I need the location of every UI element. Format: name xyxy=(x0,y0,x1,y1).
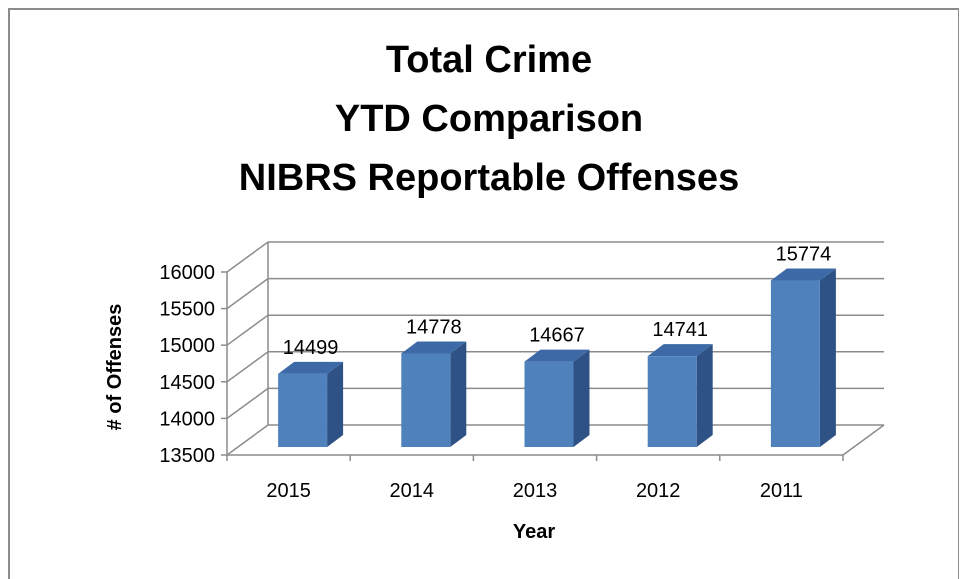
x-tick-labels: 2015 2014 2013 2012 2011 xyxy=(266,480,803,502)
chart-title-line-2: YTD Comparison xyxy=(335,98,643,140)
y-tick-label: 15500 xyxy=(159,299,215,321)
y-tick-label: 15000 xyxy=(159,335,215,357)
bar-side xyxy=(450,341,467,447)
bars xyxy=(278,268,836,447)
bar xyxy=(524,349,590,447)
bar-side xyxy=(819,268,836,447)
bar-side xyxy=(573,349,590,447)
bar-top xyxy=(524,349,590,362)
bar-top xyxy=(401,341,467,354)
gridline-connector xyxy=(226,424,269,456)
bar-top xyxy=(278,361,344,374)
data-labels: 14499 14778 14667 14741 15774 xyxy=(283,244,831,359)
bar-front xyxy=(647,356,697,447)
bar-top xyxy=(770,268,836,281)
bar xyxy=(401,341,467,447)
y-tick-label: 14500 xyxy=(159,372,215,394)
gridline-connector xyxy=(226,277,269,310)
x-tick-label: 2013 xyxy=(513,480,558,502)
data-label: 14778 xyxy=(406,316,462,338)
bar xyxy=(647,344,713,447)
gridline-connector xyxy=(226,241,269,273)
axes xyxy=(221,242,885,461)
data-label: 14741 xyxy=(652,319,708,341)
y-axis-title: # of Offenses xyxy=(104,304,126,431)
y-tick-label: 16000 xyxy=(159,262,215,284)
chart-title-line-1: Total Crime xyxy=(386,39,592,81)
bar-front xyxy=(278,373,328,447)
bar-side xyxy=(696,344,713,447)
bar-side xyxy=(327,361,344,447)
x-tick-label: 2014 xyxy=(390,480,435,502)
y-tick-label: 14000 xyxy=(159,408,215,430)
x-tick-label: 2011 xyxy=(760,480,803,502)
gridline-connector xyxy=(226,314,269,346)
data-label: 15774 xyxy=(776,244,832,266)
floor-edge xyxy=(842,424,885,456)
bar-front xyxy=(524,361,574,447)
bar xyxy=(770,268,836,447)
bar xyxy=(278,361,344,447)
y-tick-label: 13500 xyxy=(159,445,215,467)
chart-title-line-3: NIBRS Reportable Offenses xyxy=(239,157,739,199)
gridline-connector xyxy=(226,351,269,383)
bar-front xyxy=(401,353,451,447)
y-tick-labels: 13500 14000 14500 15000 15500 16000 xyxy=(159,262,215,467)
x-tick-label: 2015 xyxy=(266,480,311,502)
x-axis-title: Year xyxy=(513,521,555,543)
bar-top xyxy=(647,344,713,357)
x-tick-label: 2012 xyxy=(636,480,681,502)
chart-title: Total Crime YTD Comparison NIBRS Reporta… xyxy=(239,39,739,199)
data-label: 14667 xyxy=(529,325,585,347)
data-label: 14499 xyxy=(283,337,339,359)
gridline-connector xyxy=(226,387,269,420)
bar-front xyxy=(770,280,820,447)
